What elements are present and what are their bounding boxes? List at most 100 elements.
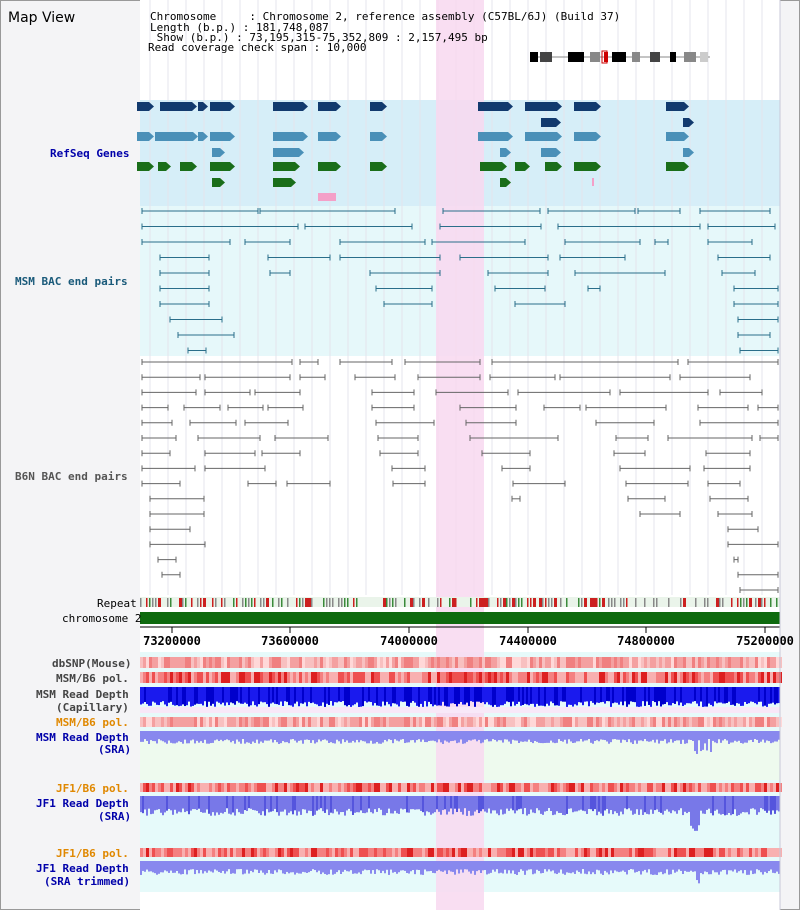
dbsnp-cell xyxy=(296,657,299,668)
jf1-b6-pol-2-cell xyxy=(773,848,776,857)
track-label-b6n-bac[interactable]: B6N BAC end pairs xyxy=(15,470,128,483)
track-label-refseq[interactable]: RefSeq Genes xyxy=(50,147,130,160)
msm-b6-pol-2-cell xyxy=(491,717,494,727)
track-label-jf1-depth-trim[interactable]: JF1 Read Depth xyxy=(36,862,129,875)
jf1-depth-trim-bar xyxy=(184,861,186,870)
msm-depth-sra-bar xyxy=(368,731,370,744)
msm-b6-pol-2-cell xyxy=(536,717,539,727)
msm-depth-cap-bar xyxy=(396,687,398,705)
jf1-b6-pol-2-cell xyxy=(188,848,191,857)
msm-depth-cap-bar xyxy=(606,687,608,702)
msm-depth-cap-bar xyxy=(588,687,590,707)
msm-depth-cap-bar xyxy=(144,687,146,703)
jf1-depth-trim-bar xyxy=(288,861,290,874)
jf1-b6-pol-2-cell xyxy=(719,848,722,857)
dbsnp-cell xyxy=(281,657,284,668)
jf1-depth-sra-bar xyxy=(706,796,708,810)
msm-b6-pol-cell xyxy=(425,672,428,683)
jf1-b6-pol-2-cell xyxy=(173,848,176,857)
msm-depth-sra-bar xyxy=(338,731,340,742)
jf1-b6-pol-2-cell xyxy=(491,848,494,857)
msm-b6-pol-cell xyxy=(608,672,611,683)
msm-depth-cap-bar xyxy=(160,687,162,703)
msm-depth-cap-bar xyxy=(176,687,178,706)
dbsnp-cell xyxy=(485,657,488,668)
track-label-msm-depth-cap[interactable]: MSM Read Depth xyxy=(36,688,129,701)
repeat-element xyxy=(626,598,628,607)
msm-depth-sra-bar xyxy=(588,731,590,740)
jf1-b6-pol-2-cell xyxy=(308,848,311,857)
msm-depth-cap-bar xyxy=(202,687,204,706)
jf1-depth-sra-bar xyxy=(286,796,288,816)
msm-depth-cap-bar xyxy=(158,687,160,706)
msm-depth-cap-bar xyxy=(758,687,760,702)
jf1-b6-pol-cell xyxy=(650,783,653,792)
dbsnp-cell xyxy=(455,657,458,668)
msm-depth-cap-bar xyxy=(376,687,378,706)
jf1-b6-pol-2-cell xyxy=(368,848,371,857)
msm-depth-cap-bar xyxy=(474,687,476,707)
msm-b6-pol-2-cell xyxy=(524,717,527,727)
dbsnp-cell xyxy=(776,657,779,668)
msm-b6-pol-cell xyxy=(602,672,605,683)
msm-b6-pol-cell xyxy=(590,672,593,683)
dbsnp-cell xyxy=(722,657,725,668)
track-label-jf1-b6-pol-2[interactable]: JF1/B6 pol. xyxy=(56,847,129,860)
msm-depth-cap-bar xyxy=(344,687,346,706)
dbsnp-cell xyxy=(311,657,314,668)
jf1-b6-pol-cell xyxy=(302,783,305,792)
gene-strand-arrow xyxy=(149,162,154,171)
repeat-element xyxy=(332,598,334,607)
refseq-gene xyxy=(541,118,556,127)
jf1-depth-trim-bar xyxy=(632,861,634,870)
jf1-depth-sra-bar xyxy=(270,796,272,812)
msm-b6-pol-2-cell xyxy=(770,717,773,727)
jf1-b6-pol-cell xyxy=(446,783,449,792)
msm-depth-cap-bar xyxy=(770,687,772,704)
msm-b6-pol-cell xyxy=(215,672,218,683)
track-label-msm-depth-sra[interactable]: MSM Read Depth xyxy=(36,731,129,744)
msm-b6-pol-2-cell xyxy=(263,717,266,727)
jf1-b6-pol-2-cell xyxy=(452,848,455,857)
msm-depth-sra-bar xyxy=(572,731,574,744)
dbsnp-cell xyxy=(191,657,194,668)
msm-depth-sra-bar xyxy=(458,731,460,743)
msm-depth-sra-bar xyxy=(632,731,634,744)
jf1-depth-sra-bar xyxy=(474,796,476,812)
track-label-msm-bac[interactable]: MSM BAC end pairs xyxy=(15,275,128,288)
msm-b6-pol-cell xyxy=(275,672,278,683)
jf1-b6-pol-cell xyxy=(323,783,326,792)
msm-b6-pol-cell xyxy=(623,672,626,683)
jf1-b6-pol-cell xyxy=(449,783,452,792)
jf1-b6-pol-cell xyxy=(662,783,665,792)
msm-depth-cap-bar xyxy=(540,687,542,706)
msm-b6-pol-2-cell xyxy=(620,717,623,727)
dbsnp-cell xyxy=(380,657,383,668)
msm-b6-pol-cell xyxy=(245,672,248,683)
msm-depth-sra-bar xyxy=(556,731,558,743)
msm-depth-cap-bar xyxy=(400,687,402,702)
track-label-jf1-depth-sra[interactable]: JF1 Read Depth xyxy=(36,797,129,810)
dbsnp-cell xyxy=(653,657,656,668)
msm-depth-sra-bar xyxy=(540,731,542,744)
msm-depth-cap-bar xyxy=(684,687,686,705)
msm-depth-sra-bar xyxy=(154,731,156,742)
repeat-element xyxy=(530,598,532,607)
track-label-jf1-b6-pol[interactable]: JF1/B6 pol. xyxy=(56,782,129,795)
msm-b6-pol-2-cell xyxy=(194,717,197,727)
jf1-depth-sra-bar xyxy=(558,796,560,813)
jf1-depth-trim-bar xyxy=(666,861,668,870)
track-label-msm-b6-pol[interactable]: MSM/B6 pol. xyxy=(56,672,129,685)
jf1-b6-pol-cell xyxy=(314,783,317,792)
track-label-msm-b6-pol-2[interactable]: MSM/B6 pol. xyxy=(56,716,129,729)
msm-b6-pol-2-cell xyxy=(443,717,446,727)
msm-b6-pol-cell xyxy=(347,672,350,683)
jf1-depth-sra-bar xyxy=(654,796,656,811)
refseq-gene xyxy=(158,162,166,171)
msm-depth-sra-bar xyxy=(186,731,188,744)
msm-b6-pol-cell xyxy=(758,672,761,683)
track-label-dbsnp[interactable]: dbSNP(Mouse) xyxy=(52,657,132,670)
jf1-depth-trim-bar xyxy=(538,861,540,871)
msm-depth-cap-bar xyxy=(328,687,330,705)
